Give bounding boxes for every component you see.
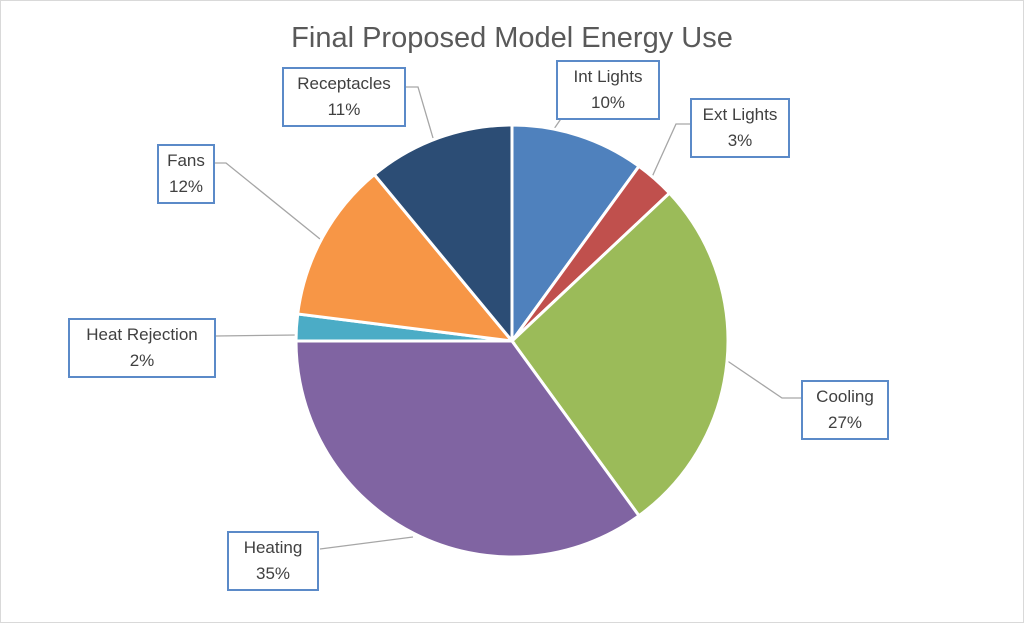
label-heat-rejection: Heat Rejection 2%: [68, 318, 216, 378]
label-name: Heating: [243, 538, 303, 557]
pie-slice-receptacles: [372, 123, 514, 346]
chart-title: Final Proposed Model Energy Use: [291, 22, 733, 54]
label-ext-lights: Ext Lights 3%: [690, 98, 790, 158]
pie-slice-int-lights: [510, 123, 642, 346]
label-name: Ext Lights: [702, 105, 778, 124]
pie-slice-cooling: [510, 191, 730, 518]
label-name: Int Lights: [573, 67, 643, 86]
label-int-lights: Int Lights 10%: [556, 60, 660, 120]
leader-line: [215, 334, 298, 337]
label-value: 27%: [827, 413, 863, 432]
leader-line: [319, 536, 414, 550]
leader-line: [725, 359, 801, 399]
label-value: 10%: [590, 93, 626, 112]
leader-line: [651, 123, 690, 178]
label-name: Heat Rejection: [86, 325, 198, 344]
label-value: 11%: [327, 100, 361, 119]
label-name: Cooling: [816, 387, 874, 406]
label-value: 35%: [255, 564, 291, 583]
label-cooling: Cooling 27%: [801, 380, 889, 440]
label-name: Fans: [167, 151, 205, 170]
leader-line: [406, 86, 434, 139]
leader-line: [215, 162, 321, 240]
pie-slice-heating: [294, 339, 642, 559]
label-name: Receptacles: [297, 74, 391, 93]
pie-slice-fans: [296, 172, 516, 343]
label-value: 3%: [727, 131, 753, 150]
label-value: 12%: [168, 177, 204, 196]
label-value: 2%: [129, 351, 155, 370]
label-receptacles: Receptacles 11%: [282, 67, 406, 127]
label-heating: Heating 35%: [227, 531, 319, 591]
label-fans: Fans 12%: [157, 144, 215, 204]
